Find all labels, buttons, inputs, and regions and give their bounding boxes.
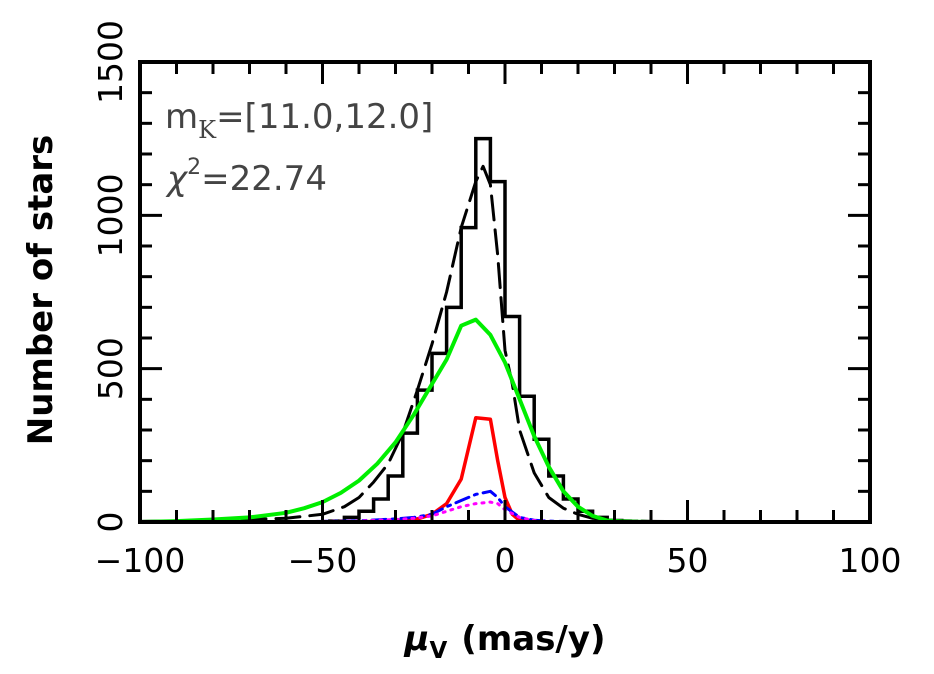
y-tick-label: 1500 <box>91 20 130 104</box>
x-tick-label: 50 <box>667 541 709 580</box>
x-tick-label: 100 <box>839 541 902 580</box>
x-axis-unit: (mas/y) <box>461 619 605 659</box>
x-axis-subscript: V <box>429 638 447 664</box>
magnitude-subscript: K <box>198 116 217 144</box>
x-tick-label: −50 <box>288 541 358 580</box>
y-tick-label: 500 <box>91 337 130 400</box>
x-tick-label: −100 <box>95 541 186 580</box>
y-tick-labels: 0 500 1000 1500 <box>91 20 130 532</box>
magnitude-range-label: mK=[11.0,12.0] <box>165 97 433 144</box>
x-axis-symbol: μ <box>403 619 429 659</box>
chi-square-value: =22.74 <box>201 159 327 199</box>
magnitude-prefix: m <box>165 97 198 137</box>
chi-superscript: 2 <box>187 155 201 180</box>
y-tick-label: 0 <box>91 512 130 533</box>
x-axis-title: μV (mas/y) <box>403 619 605 664</box>
x-tick-label: 0 <box>495 541 516 580</box>
chi-square-label: χ2=22.74 <box>165 155 327 199</box>
y-tick-label: 1000 <box>91 173 130 257</box>
x-tick-labels: −100 −50 0 50 100 <box>95 541 902 580</box>
ticks-layer <box>138 60 872 524</box>
histogram-bin <box>417 390 432 522</box>
chi-symbol: χ <box>165 159 189 199</box>
y-axis-title: Number of stars <box>21 135 61 446</box>
histogram-bin <box>403 433 418 522</box>
magnitude-range-value: =[11.0,12.0] <box>216 97 433 137</box>
histogram-bin <box>461 228 476 522</box>
